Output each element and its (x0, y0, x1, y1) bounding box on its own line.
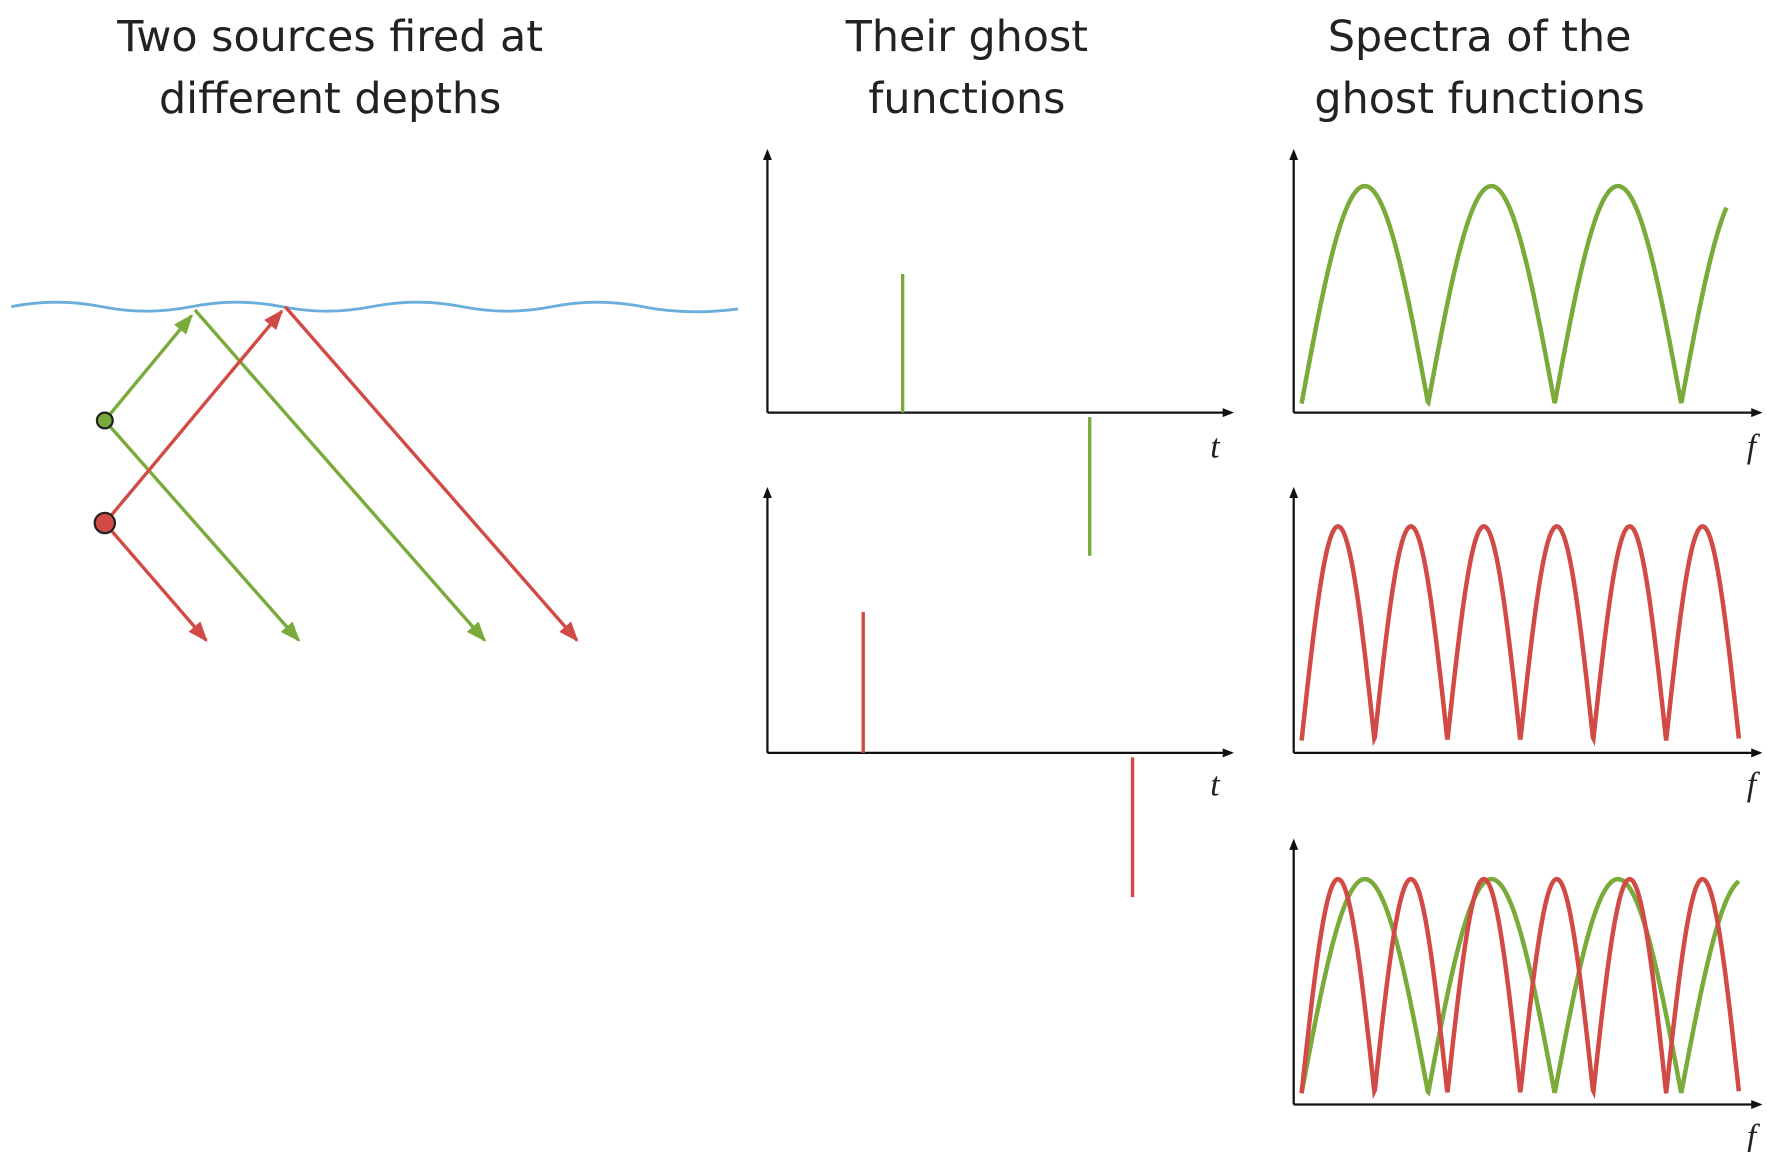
panel-title: functions (868, 74, 1065, 124)
spectra (1299, 183, 1742, 1100)
spectrum-curve (1299, 183, 1729, 407)
source (95, 411, 114, 430)
panel-title: Spectra of the (1328, 12, 1632, 62)
rays (103, 305, 579, 642)
axis-label: t (1210, 429, 1221, 466)
panel-title: different depths (159, 74, 501, 124)
axis-label: f (1747, 767, 1761, 804)
spectrum-curve (1299, 876, 1742, 1100)
spectrum-curve (1299, 876, 1741, 1097)
axis-label: t (1210, 767, 1221, 804)
panel-title: Two sources fired at (116, 12, 543, 62)
panel-title: ghost functions (1314, 74, 1644, 124)
source (93, 511, 117, 535)
panel-title: Their ghost (845, 12, 1088, 62)
spectrum-curve (1299, 524, 1742, 747)
sea-surface (10, 300, 739, 314)
axis-label: f (1747, 429, 1761, 466)
axis-label: f (1747, 1118, 1761, 1152)
